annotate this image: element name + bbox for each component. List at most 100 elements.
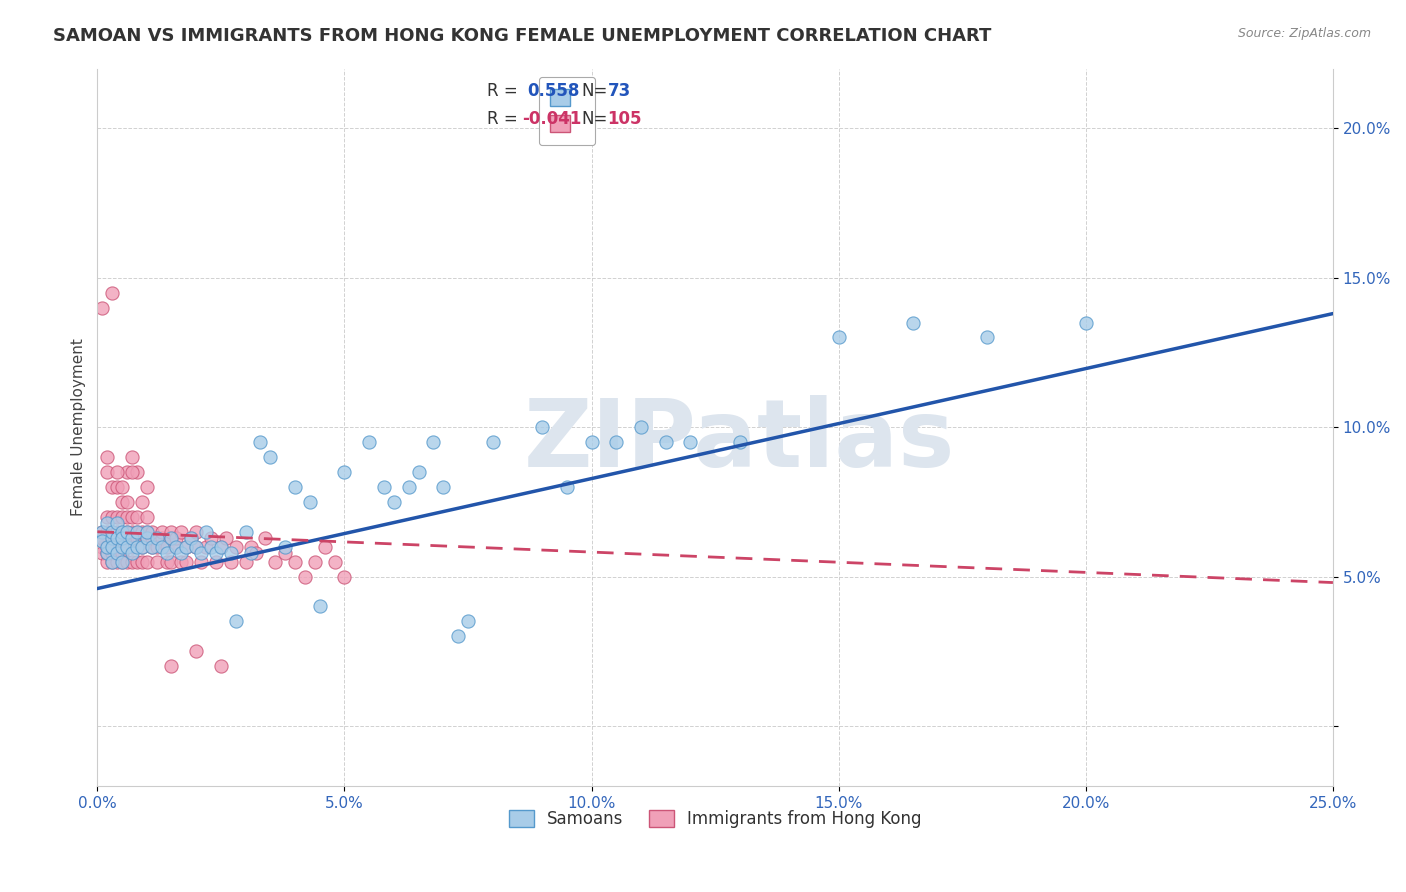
Point [115,509,138,524]
Point [141,540,163,554]
Point [209,659,232,673]
Point [728,435,751,450]
Point [205,546,228,560]
Point [121,540,143,554]
Point [101,555,124,569]
Point [200,540,222,554]
Point [101,531,124,545]
Point [170,555,193,569]
Text: N=: N= [582,111,607,128]
Point [135,555,157,569]
Point [111,480,134,494]
Point [105,465,128,479]
Point [432,480,454,494]
Point [91,301,114,315]
Point [121,555,143,569]
Point [170,524,193,539]
Point [121,546,143,560]
Text: ZIPatlas: ZIPatlas [524,395,956,488]
Point [219,546,242,560]
Point [160,531,183,545]
Point [111,546,134,560]
Point [91,524,114,539]
Point [155,540,177,554]
Point [131,555,153,569]
Point [190,546,212,560]
Point [111,495,134,509]
Point [115,524,138,539]
Point [186,540,208,554]
Point [121,531,143,545]
Point [135,480,157,494]
Text: R =: R = [486,82,517,100]
Point [828,330,851,344]
Point [135,531,157,545]
Point [96,524,118,539]
Point [398,480,420,494]
Point [131,540,153,554]
Point [131,540,153,554]
Point [150,540,173,554]
Point [96,465,118,479]
Text: N=: N= [582,82,607,100]
Point [105,531,128,545]
Text: -0.041: -0.041 [523,111,582,128]
Point [190,555,212,569]
Point [115,495,138,509]
Point [145,555,167,569]
Point [131,531,153,545]
Point [160,524,183,539]
Point [654,435,676,450]
Point [422,435,444,450]
Point [115,555,138,569]
Point [105,524,128,539]
Point [170,546,193,560]
Point [101,480,124,494]
Point [131,495,153,509]
Point [145,531,167,545]
Point [901,316,924,330]
Point [186,540,208,554]
Point [135,531,157,545]
Point [160,555,183,569]
Text: R =: R = [486,111,517,128]
Point [125,524,148,539]
Point [180,531,202,545]
Point [239,540,262,554]
Point [101,524,124,539]
Point [165,540,187,554]
Point [298,495,321,509]
Point [125,524,148,539]
Point [555,480,578,494]
Point [155,555,177,569]
Point [111,555,134,569]
Point [382,495,405,509]
Point [91,540,114,554]
Point [176,540,198,554]
Point [125,531,148,545]
Point [121,524,143,539]
Point [101,540,124,554]
Point [679,435,702,450]
Point [91,533,114,548]
Point [96,509,118,524]
Point [304,555,326,569]
Text: SAMOAN VS IMMIGRANTS FROM HONG KONG FEMALE UNEMPLOYMENT CORRELATION CHART: SAMOAN VS IMMIGRANTS FROM HONG KONG FEMA… [53,27,991,45]
Point [235,555,257,569]
Point [219,555,242,569]
Point [323,555,346,569]
Point [531,420,554,434]
Point [581,435,603,450]
Point [333,465,356,479]
Point [105,509,128,524]
Point [101,546,124,560]
Point [155,546,177,560]
Text: 0.558: 0.558 [527,82,579,100]
Point [141,540,163,554]
Point [209,540,232,554]
Point [101,540,124,554]
Point [180,531,202,545]
Point [235,524,257,539]
Point [125,540,148,554]
Point [254,531,277,545]
